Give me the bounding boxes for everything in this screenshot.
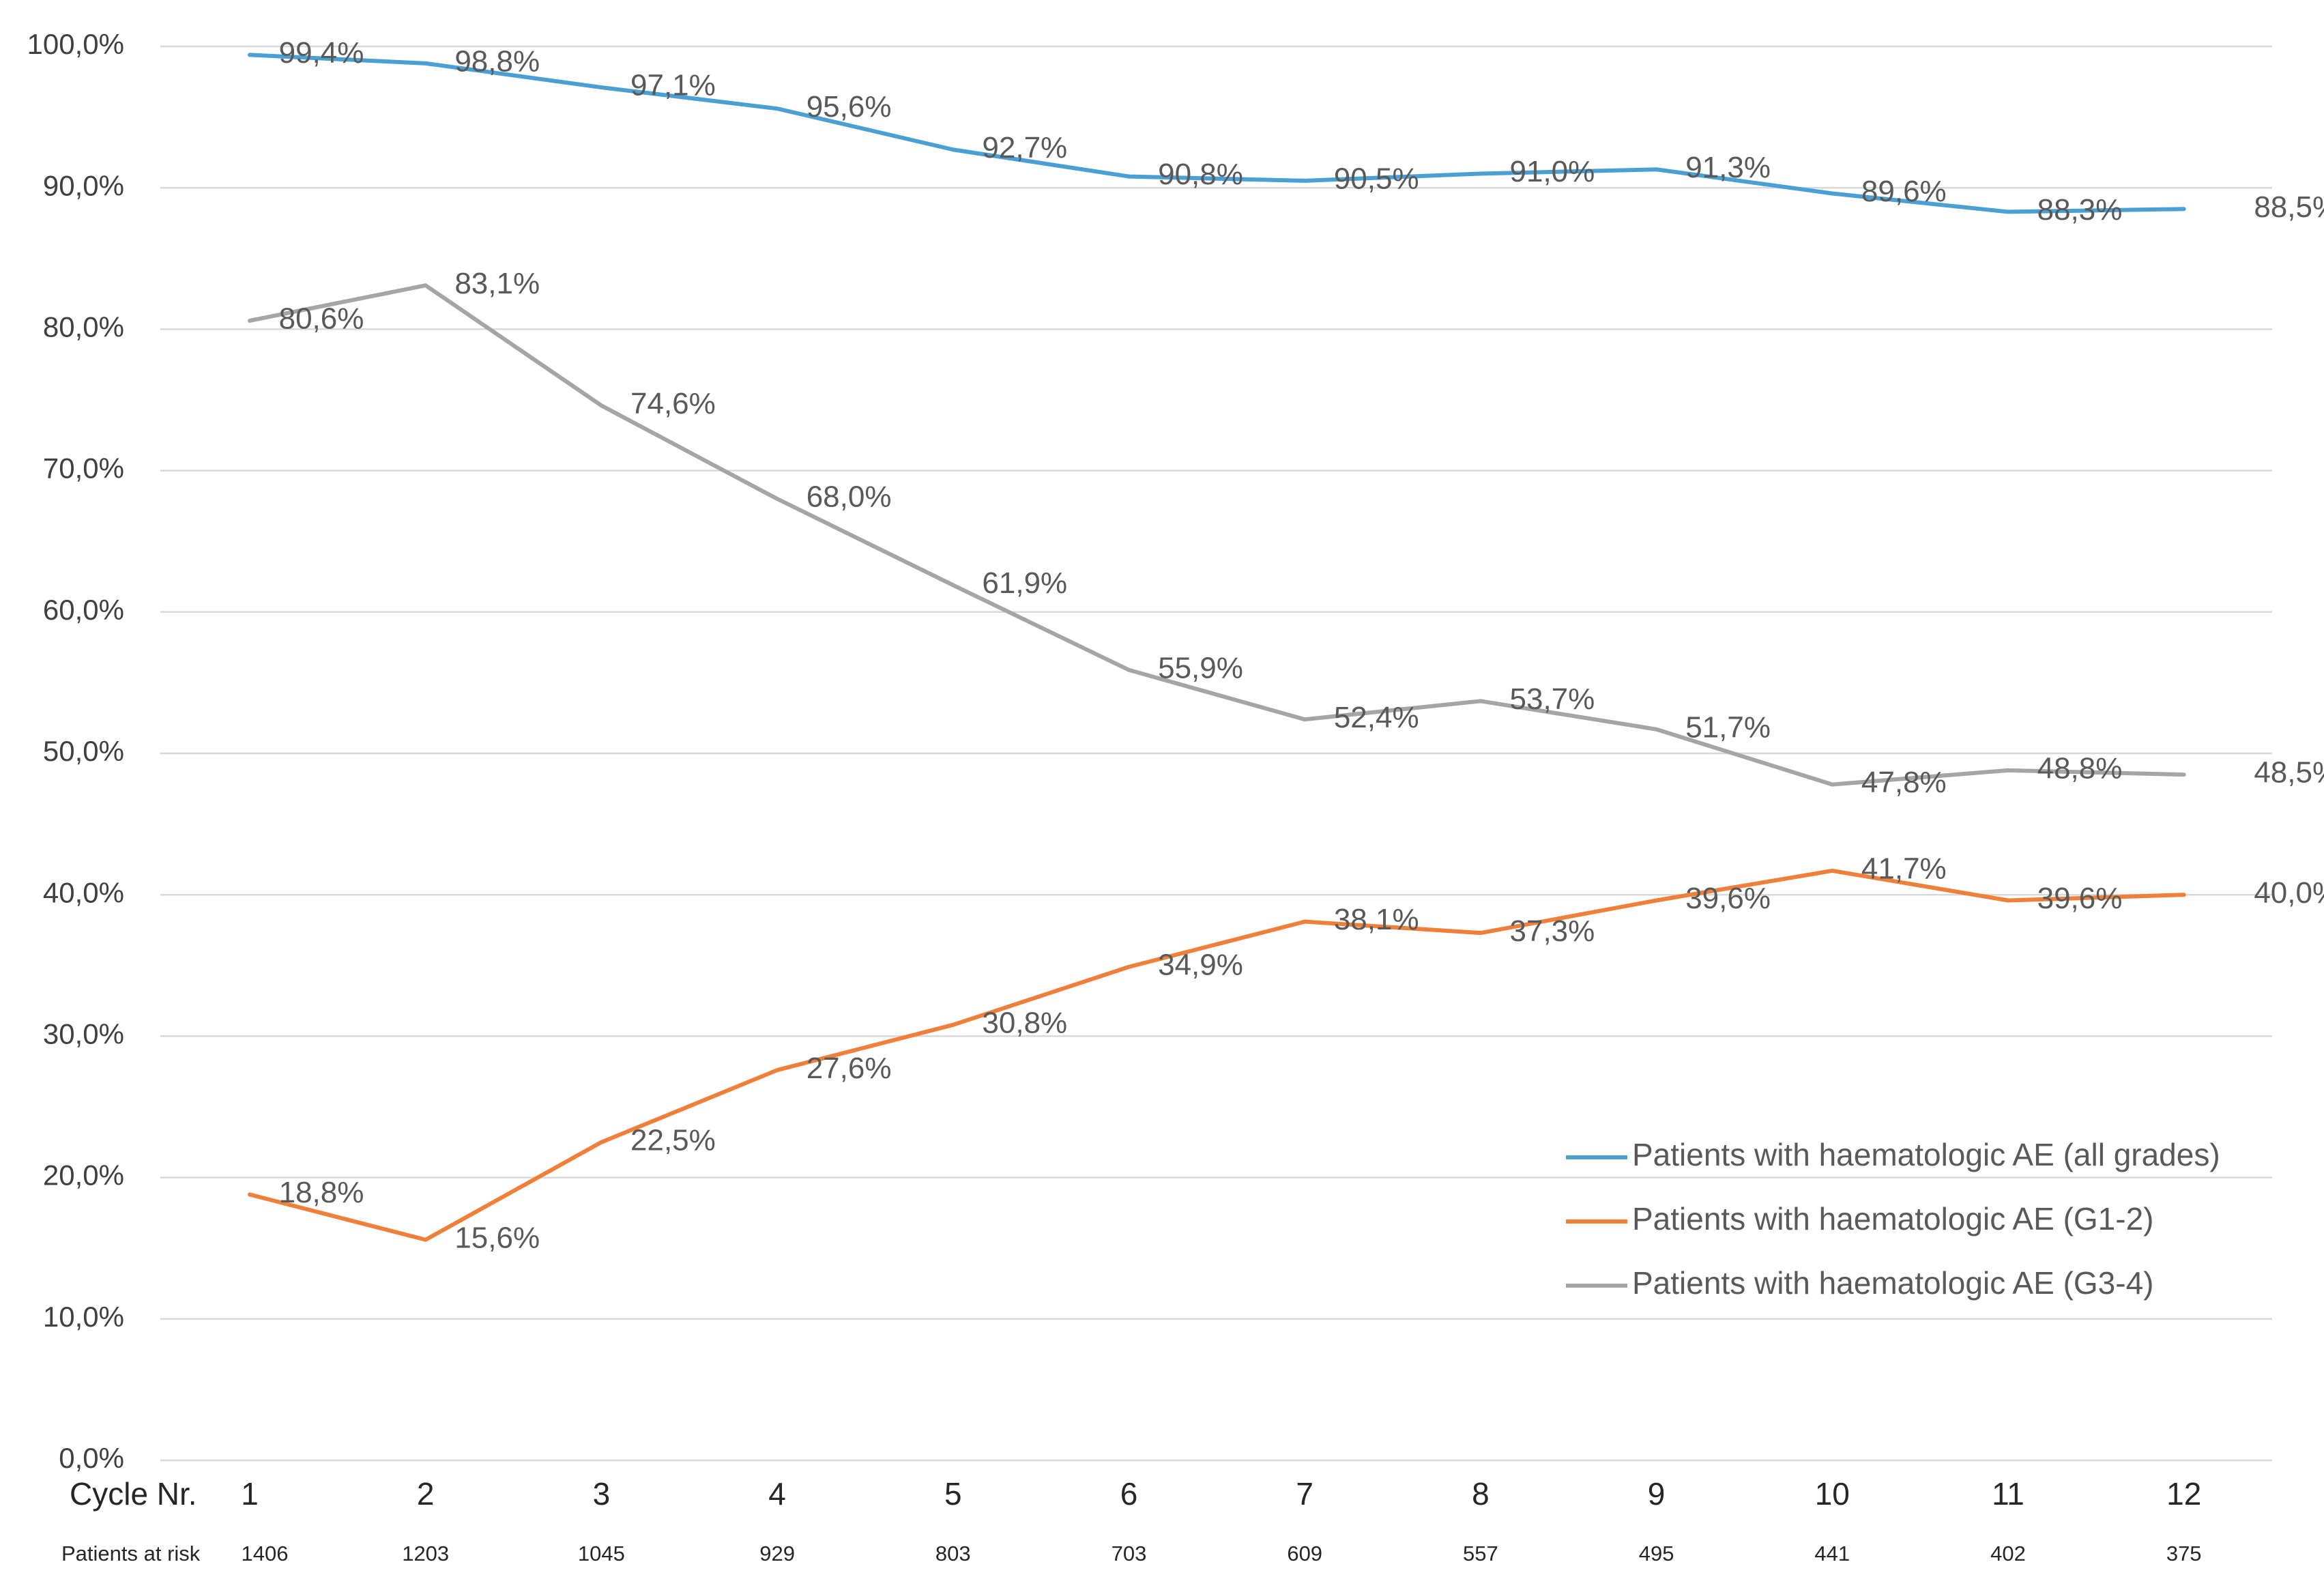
data-label: 30,8%: [982, 1006, 1067, 1039]
data-label: 52,4%: [1334, 701, 1419, 734]
data-label: 92,7%: [982, 131, 1067, 164]
x-tick-label: 4: [768, 1476, 786, 1512]
y-tick-label: 50,0%: [43, 735, 124, 767]
data-label: 89,6%: [1861, 175, 1947, 208]
x-tick-label: 7: [1296, 1476, 1313, 1512]
patients-at-risk-value: 1045: [578, 1542, 625, 1565]
series-lines: [248, 53, 2186, 1242]
series-line-3: [248, 283, 2186, 787]
x-tick-label: 8: [1472, 1476, 1490, 1512]
patients-at-risk-value: 495: [1639, 1542, 1674, 1565]
y-tick-label: 10,0%: [43, 1301, 124, 1333]
patients-at-risk-value: 1203: [402, 1542, 449, 1565]
y-tick-label: 30,0%: [43, 1017, 124, 1050]
data-label: 88,5%: [2254, 190, 2324, 224]
patients-at-risk-value: 609: [1287, 1542, 1322, 1565]
data-label: 48,8%: [2037, 751, 2123, 785]
data-label: 48,5%: [2254, 756, 2324, 790]
data-label: 88,3%: [2037, 193, 2123, 227]
y-tick-label: 90,0%: [43, 169, 124, 201]
x-tick-label: 12: [2166, 1476, 2201, 1512]
patients-at-risk-value: 1406: [242, 1542, 289, 1565]
data-label: 38,1%: [1334, 903, 1419, 936]
x-tick-label: 1: [241, 1476, 259, 1512]
data-label: 68,0%: [807, 480, 892, 514]
legend: Patients with haematologic AE (all grade…: [1566, 1137, 2220, 1301]
series-line-2: [248, 868, 2186, 1242]
gridlines: [160, 45, 2272, 1462]
data-label: 98,8%: [454, 44, 540, 78]
data-label: 22,5%: [630, 1123, 716, 1157]
data-label: 39,6%: [2037, 882, 2123, 915]
patients-at-risk-value: 803: [935, 1542, 971, 1565]
data-label: 47,8%: [1861, 766, 1947, 799]
data-label: 91,3%: [1685, 151, 1771, 184]
data-label: 74,6%: [630, 387, 716, 420]
data-label: 97,1%: [630, 69, 716, 102]
y-axis-ticks: 0,0% 10,0% 20,0% 30,0% 40,0% 50,0% 60,0% 70,0% 8…: [27, 28, 124, 1474]
patients-at-risk-value: 402: [1990, 1542, 2026, 1565]
data-label: 27,6%: [807, 1052, 892, 1085]
patients-at-risk-value: 441: [1814, 1542, 1850, 1565]
data-label: 99,4%: [279, 36, 364, 70]
data-label: 95,6%: [807, 90, 892, 124]
data-label: 80,6%: [279, 302, 364, 336]
data-label: 34,9%: [1158, 948, 1243, 981]
y-tick-label: 60,0%: [43, 594, 124, 626]
data-label: 83,1%: [454, 267, 540, 300]
data-label: 41,7%: [1861, 852, 1947, 886]
data-label: 90,5%: [1334, 162, 1419, 195]
data-label: 90,8%: [1158, 158, 1243, 191]
y-tick-label: 80,0%: [43, 310, 124, 343]
y-tick-label: 70,0%: [43, 452, 124, 485]
x-tick-label: 2: [417, 1476, 435, 1512]
data-labels: 99,4% 98,8% 97,1% 95,6% 92,7% 90,8% 90,5% 91,0%…: [279, 36, 2324, 1254]
y-tick-label: 20,0%: [43, 1159, 124, 1191]
data-label: 18,8%: [279, 1176, 364, 1209]
data-label: 39,6%: [1685, 882, 1771, 915]
patients-at-risk-value: 375: [2166, 1542, 2202, 1565]
y-tick-label: 100,0%: [27, 28, 124, 60]
x-axis-label: Cycle Nr.: [70, 1476, 197, 1512]
series-line-1: [248, 53, 2186, 214]
data-label: 37,3%: [1510, 914, 1595, 948]
x-tick-label: 9: [1648, 1476, 1666, 1512]
legend-entry: Patients with haematologic AE (all grade…: [1632, 1137, 2220, 1172]
patients-at-risk-value: 557: [1463, 1542, 1498, 1565]
data-label: 55,9%: [1158, 651, 1243, 684]
x-tick-label: 6: [1120, 1476, 1138, 1512]
y-tick-label: 40,0%: [43, 876, 124, 908]
x-tick-label: 11: [1992, 1476, 2024, 1512]
data-label: 91,0%: [1510, 155, 1595, 188]
x-tick-label: 3: [593, 1476, 611, 1512]
data-label: 61,9%: [982, 566, 1067, 600]
legend-entry: Patients with haematologic AE (G3-4): [1632, 1265, 2153, 1301]
data-label: 53,7%: [1510, 682, 1595, 716]
data-label: 51,7%: [1685, 710, 1771, 744]
data-label: 15,6%: [454, 1221, 540, 1254]
patients-at-risk-label: Patients at risk: [61, 1542, 201, 1565]
legend-entry: Patients with haematologic AE (G1-2): [1632, 1201, 2153, 1237]
x-axis: Cycle Nr. Patients at risk 1 1406 2 1203 3 10…: [61, 1476, 2202, 1565]
data-label: 40,0%: [2254, 876, 2324, 910]
x-tick-label: 10: [1815, 1476, 1850, 1512]
patients-at-risk-value: 929: [759, 1542, 795, 1565]
x-tick-label: 5: [944, 1476, 962, 1512]
patients-at-risk-value: 703: [1112, 1542, 1147, 1565]
y-tick-label: 0,0%: [59, 1442, 124, 1474]
